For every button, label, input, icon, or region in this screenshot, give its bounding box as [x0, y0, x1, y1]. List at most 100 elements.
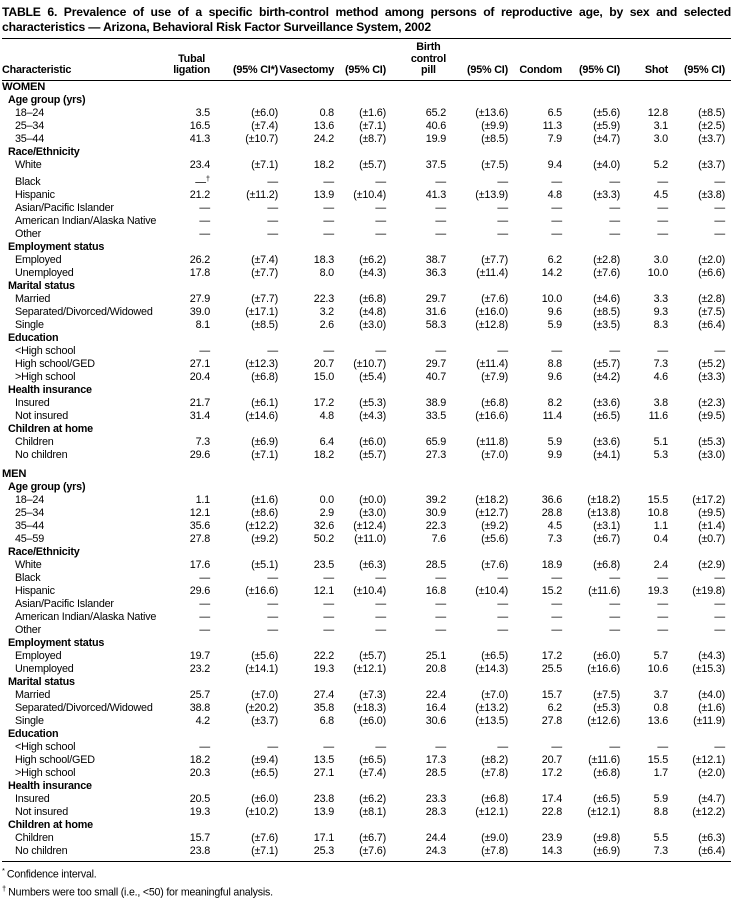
value-cell: 12.1 — [313, 585, 334, 598]
ci-cell: (±5.3) — [359, 397, 386, 410]
col-header-label: Shot — [644, 64, 668, 76]
value-cell: — — [435, 345, 446, 358]
ci-cell: — — [267, 611, 278, 624]
value-cell: 7.3 — [653, 845, 669, 858]
value-cell: 4.8 — [319, 410, 335, 423]
value-cell: — — [199, 741, 210, 754]
ci-cell: (±5.2) — [698, 358, 725, 371]
ci-cell: (±9.4) — [251, 754, 278, 767]
value-cell: 27.1 — [313, 767, 334, 780]
ci-cell: (±11.2) — [246, 189, 278, 202]
row-label: Not insured — [15, 806, 69, 819]
table-row: 25–34 16.5 (±7.4) 13.6 (±7.1) 40.6 (±9.9) 11.3 (… — [2, 120, 731, 133]
ci-cell: (±16.6) — [475, 410, 508, 423]
row-label: 18–24 — [15, 494, 45, 507]
value-cell: 13.9 — [313, 806, 334, 819]
value-cell: 14.2 — [541, 267, 562, 280]
ci-cell: (±6.0) — [359, 436, 386, 449]
value-cell: — — [657, 228, 668, 241]
value-cell: 13.5 — [313, 754, 334, 767]
ci-cell: (±5.7) — [359, 650, 386, 663]
ci-cell: (±3.7) — [251, 715, 278, 728]
footnote-small-numbers-text: Numbers were too small (i.e., <50) for m… — [8, 886, 273, 899]
ci-cell: — — [714, 572, 725, 585]
dagger-marker: † — [205, 173, 210, 183]
ci-cell: (±12.1) — [692, 754, 725, 767]
value-cell: — — [323, 611, 334, 624]
value-cell: 25.3 — [313, 845, 334, 858]
value-cell: — — [323, 741, 334, 754]
ci-cell: (±8.5) — [698, 106, 725, 119]
ci-cell: (±7.6) — [481, 559, 508, 572]
section-label: MEN — [2, 468, 27, 481]
value-cell: 9.4 — [547, 158, 563, 171]
value-cell: — — [435, 572, 446, 585]
ci-cell: — — [714, 202, 725, 215]
ci-cell: — — [497, 572, 508, 585]
ci-cell: (±14.6) — [245, 410, 278, 423]
ci-cell: (±1.6) — [359, 106, 386, 119]
value-cell: 2.9 — [319, 507, 335, 520]
ci-cell: (±0.0) — [359, 494, 386, 507]
ci-cell: — — [609, 228, 620, 241]
value-cell: 15.2 — [541, 585, 562, 598]
ci-cell: (±8.2) — [481, 754, 508, 767]
ci-cell: — — [609, 624, 620, 637]
ci-cell: (±5.9) — [593, 119, 620, 132]
ci-cell: — — [609, 202, 620, 215]
ci-cell: (±9.8) — [593, 832, 620, 845]
col-header-5: Birth control pill — [386, 39, 446, 81]
value-cell: 4.6 — [653, 371, 669, 384]
col-header-4: (95% CI) — [334, 39, 386, 81]
value-cell: 17.1 — [313, 832, 334, 845]
ci-cell: (±4.3) — [359, 410, 386, 423]
table-row: 18–24 1.1 (±1.6) 0.0 (±0.0) 39.2 (±18.2) 36.6 (±… — [2, 494, 731, 507]
table-row: <High school — — — — — — — — — — — [2, 345, 731, 358]
ci-cell: (±7.5) — [593, 689, 620, 702]
value-cell: 22.3 — [313, 293, 334, 306]
ci-cell: (±7.0) — [481, 449, 508, 462]
ci-cell: (±9.2) — [251, 533, 278, 546]
row-label: Married — [15, 293, 51, 306]
value-cell: 19.3 — [313, 663, 334, 676]
value-cell: 3.8 — [653, 397, 669, 410]
group-label: Marital status — [8, 676, 75, 689]
ci-cell: — — [375, 215, 386, 228]
ci-cell: — — [609, 598, 620, 611]
value-cell: 19.7 — [189, 650, 210, 663]
ci-cell: (±7.1) — [251, 845, 278, 858]
value-cell: 27.4 — [313, 689, 334, 702]
value-cell: — — [435, 215, 446, 228]
group-header-row: Health insurance — [2, 780, 731, 793]
row-label: Single — [15, 319, 44, 332]
value-cell: 8.1 — [195, 319, 211, 332]
table-row: Married 27.9 (±7.7) 22.3 (±6.8) 29.7 (±7.6) 10.… — [2, 293, 731, 306]
row-label: Insured — [15, 397, 50, 410]
value-cell: 38.9 — [425, 397, 446, 410]
table-row: Single 4.2 (±3.7) 6.8 (±6.0) 30.6 (±13.5) 27.8 (… — [2, 715, 731, 728]
ci-cell: (±10.7) — [353, 358, 386, 371]
section-label: WOMEN — [2, 80, 46, 93]
ci-cell: (±8.5) — [251, 319, 278, 332]
value-cell: 41.3 — [189, 132, 210, 145]
table-row: Not insured 31.4 (±14.6) 4.8 (±4.3) 33.5 (±16.… — [2, 410, 731, 423]
ci-cell: (±6.7) — [593, 533, 620, 546]
value-cell: 39.2 — [425, 494, 446, 507]
value-cell: 25.5 — [541, 663, 562, 676]
value-cell: 21.7 — [189, 397, 210, 410]
value-cell: 38.8 — [189, 702, 210, 715]
ci-cell: (±7.1) — [251, 449, 278, 462]
ci-cell: (±4.7) — [698, 793, 725, 806]
ci-cell: — — [714, 228, 725, 241]
value-cell: 15.0 — [313, 371, 334, 384]
ci-cell: (±14.3) — [475, 663, 508, 676]
value-cell: 6.5 — [547, 106, 563, 119]
ci-cell: (±2.0) — [698, 254, 725, 267]
row-label: 18–24 — [15, 106, 45, 119]
ci-cell: (±6.4) — [698, 319, 725, 332]
value-cell: — — [199, 624, 210, 637]
row-label: High school/GED — [15, 358, 95, 371]
ci-cell: (±11.4) — [476, 267, 508, 280]
group-label: Marital status — [8, 280, 75, 293]
ci-cell: (±9.0) — [481, 832, 508, 845]
